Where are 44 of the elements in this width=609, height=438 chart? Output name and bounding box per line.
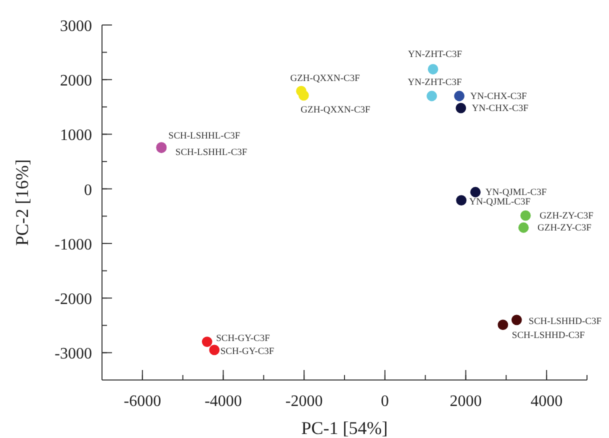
point [456, 195, 467, 206]
y-tick-label: 3000 [60, 18, 92, 35]
series-label: SCH-LSHHD-C3F [512, 330, 585, 341]
point [202, 336, 212, 347]
point [426, 90, 437, 102]
point [428, 64, 438, 74]
series-label: GZH-QXXN-C3F [290, 74, 360, 84]
y-tick-label: 2000 [60, 72, 92, 90]
x-tick-label: 4000 [530, 393, 563, 410]
y-tick-label: -3000 [54, 346, 92, 363]
series-label: SCH-LSHHL-C3F [175, 148, 248, 158]
y-tick-label: 1000 [60, 127, 92, 144]
point [498, 320, 508, 330]
series-label: GZH-QXXN-C3F [300, 105, 370, 116]
series-label: YN-ZHT-C3F [408, 78, 462, 88]
point [298, 90, 309, 101]
series-label: YN-QJML-C3F [469, 197, 531, 208]
series-label: YN-CHX-C3F [470, 92, 527, 102]
series-label: YN-QJML-C3F [485, 188, 547, 198]
point [454, 90, 464, 102]
series-label: GZH-ZY-C3F [540, 212, 594, 222]
x-tick-label: -4000 [204, 393, 242, 410]
series-label: SCH-LSHHD-C3F [528, 316, 602, 327]
x-tick-label: -6000 [124, 393, 162, 410]
y-axis-title: PC-2 [16%] [12, 159, 32, 246]
y-tick-label: -2000 [54, 291, 92, 308]
y-tick-label: -1000 [54, 236, 92, 254]
x-tick-label: 0 [380, 393, 389, 410]
point [470, 186, 481, 198]
x-tick-label: 2000 [450, 393, 482, 410]
series-label: SCH-LSHHL-C3F [168, 131, 240, 142]
point [518, 222, 529, 233]
x-axis-title: PC-1 [54%] [301, 418, 388, 438]
series-label: YN-ZHT-C3F [408, 50, 462, 60]
point [456, 102, 466, 114]
series-label: SCH-GY-C3F [220, 346, 274, 357]
series-label: SCH-GY-C3F [216, 334, 270, 344]
series-label: GZH-ZY-C3F [538, 224, 592, 234]
series-label: YN-CHX-C3F [472, 104, 528, 114]
point [511, 314, 522, 326]
x-tick-label: -2000 [285, 393, 323, 410]
y-tick-label: 0 [84, 182, 92, 199]
point [209, 344, 220, 356]
point [520, 210, 531, 221]
